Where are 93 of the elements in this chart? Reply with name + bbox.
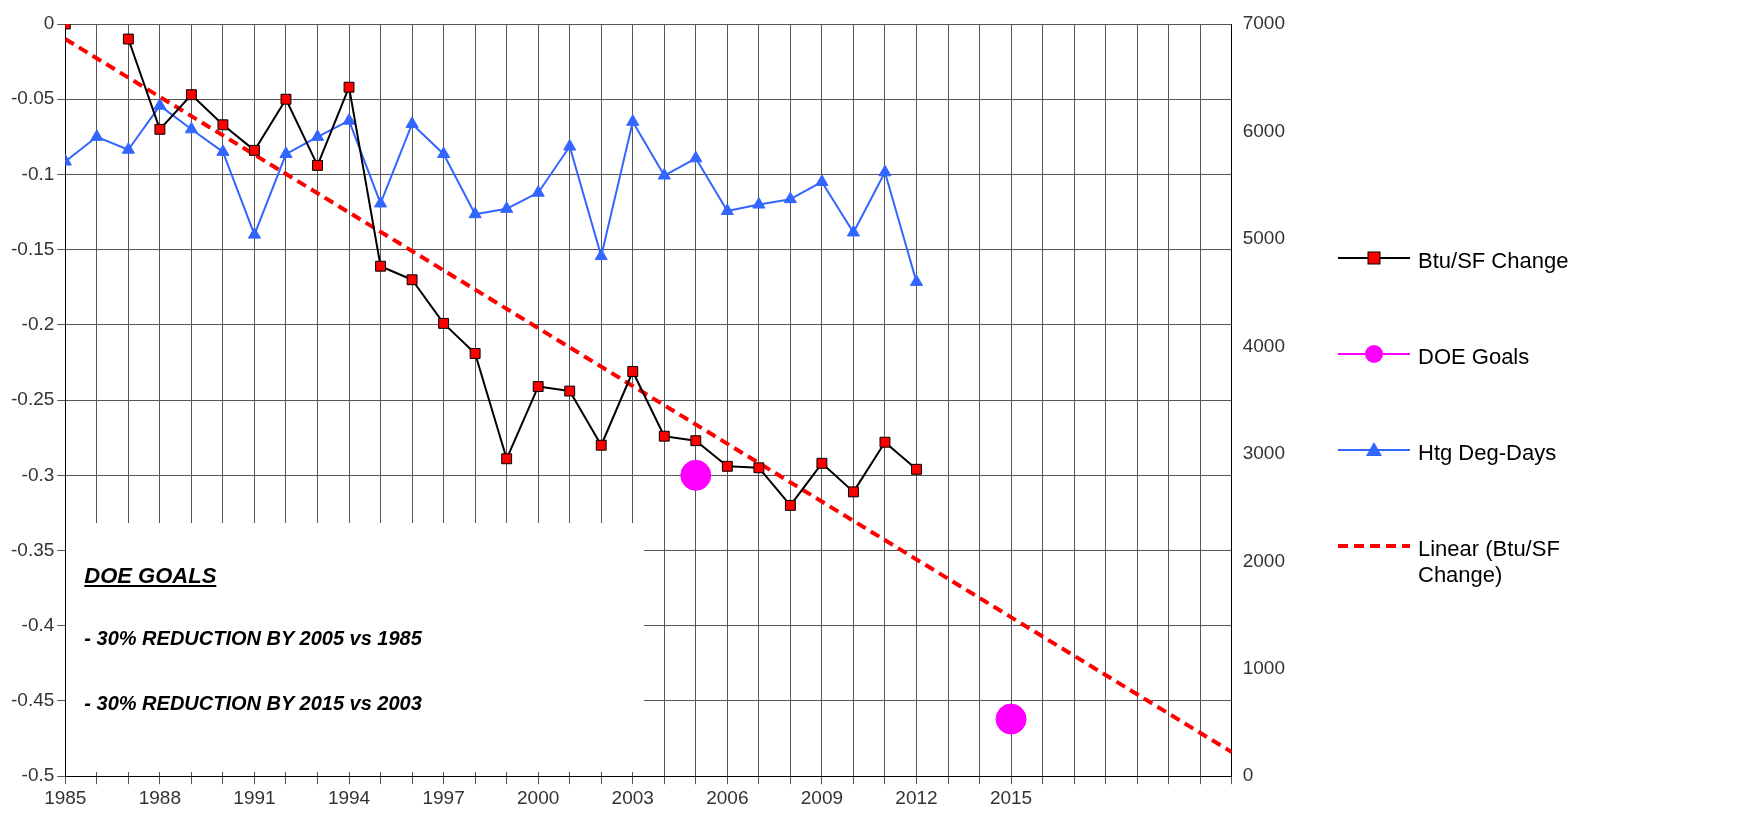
y2-tick-label: 1000 — [1242, 656, 1286, 678]
point — [216, 144, 230, 156]
y-tick-label: -0.4 — [21, 613, 55, 635]
point — [121, 142, 135, 154]
point — [752, 197, 766, 209]
x-tick-label: 2003 — [611, 786, 654, 808]
point — [343, 81, 355, 93]
point — [217, 119, 229, 131]
point — [437, 146, 451, 159]
point — [249, 144, 260, 156]
point — [627, 366, 639, 377]
y2-tick-label: 2000 — [1242, 549, 1286, 571]
point — [680, 459, 712, 491]
point — [815, 174, 829, 186]
point — [689, 150, 703, 163]
y2-tick-label: 5000 — [1242, 227, 1286, 249]
point — [690, 435, 702, 447]
y-tick-label: -0.5 — [21, 764, 55, 786]
point — [280, 93, 292, 105]
point — [911, 463, 922, 475]
point — [846, 224, 860, 237]
point — [406, 274, 418, 286]
point — [995, 703, 1027, 735]
x-tick-label: 1997 — [422, 786, 465, 808]
point — [153, 98, 167, 110]
point — [185, 89, 197, 101]
point — [657, 168, 671, 180]
point — [784, 499, 796, 511]
point — [90, 129, 104, 141]
y-tick-label: -0.1 — [21, 162, 55, 184]
point — [720, 203, 734, 215]
point — [658, 430, 670, 442]
note-box: DOE GOALS - 30% REDUCTION BY 2005 vs 1985 - 30% REDUCTION BY 2015 vs 2003 — [66, 523, 644, 772]
point — [501, 453, 513, 465]
point — [122, 33, 134, 45]
point — [374, 195, 388, 208]
point — [563, 139, 577, 151]
point — [375, 260, 387, 272]
y2-tick-label: 7000 — [1242, 12, 1286, 34]
point — [469, 348, 481, 359]
y-tick-label: -0.15 — [10, 237, 55, 259]
x-tick-label: 1988 — [138, 786, 182, 808]
point — [405, 116, 419, 128]
point — [531, 185, 545, 197]
y-tick-label: -0.45 — [10, 689, 55, 711]
legend-label: Htg Deg-Days — [1418, 440, 1558, 466]
x-tick-label: 2006 — [706, 786, 749, 808]
y-tick-label: -0.05 — [10, 87, 55, 109]
point — [532, 381, 544, 393]
annotation: - 30% REDUCTION BY 2005 vs 1985 — [84, 627, 423, 651]
x-tick-label: 2015 — [989, 786, 1033, 808]
point — [310, 129, 325, 141]
point — [154, 123, 166, 135]
point — [909, 274, 924, 286]
y2-tick-label: 6000 — [1242, 119, 1286, 141]
y2-tick-label: 4000 — [1242, 334, 1286, 356]
point — [312, 159, 323, 171]
point — [816, 457, 828, 469]
legend-label: DOE Goals — [1418, 344, 1531, 370]
point — [753, 462, 765, 474]
y-tick-label: -0.25 — [10, 388, 55, 410]
point — [342, 113, 356, 125]
x-tick-label: 1985 — [44, 786, 87, 808]
x-tick-label: 2000 — [517, 786, 560, 808]
legend-label: Btu/SF Change — [1418, 248, 1570, 274]
point — [626, 114, 640, 126]
x-tick-label: 2009 — [800, 786, 844, 808]
annotation: DOE GOALS — [84, 563, 218, 590]
point — [500, 201, 514, 213]
annotation: - 30% REDUCTION BY 2015 vs 2003 — [84, 692, 423, 716]
legend-label: Linear (Btu/SF Change) — [1418, 536, 1561, 588]
x-tick-label: 2012 — [895, 786, 938, 808]
y-tick-label: -0.35 — [10, 538, 55, 560]
y-tick-label: 0 — [43, 12, 55, 34]
y2-tick-label: 0 — [1242, 764, 1254, 786]
point — [279, 146, 293, 159]
point — [847, 486, 859, 498]
point — [594, 248, 608, 261]
point — [783, 191, 797, 204]
x-tick-label: 1994 — [327, 786, 371, 808]
point — [721, 460, 733, 472]
point — [564, 385, 576, 397]
y-tick-label: -0.3 — [21, 463, 55, 485]
point — [247, 227, 262, 239]
point — [878, 164, 892, 177]
y2-tick-label: 3000 — [1242, 442, 1286, 464]
point — [468, 206, 482, 219]
y-tick-label: -0.2 — [21, 313, 55, 335]
point — [595, 439, 607, 451]
point — [184, 121, 198, 134]
x-tick-label: 1991 — [233, 786, 276, 808]
point — [879, 436, 891, 448]
point — [438, 317, 450, 329]
